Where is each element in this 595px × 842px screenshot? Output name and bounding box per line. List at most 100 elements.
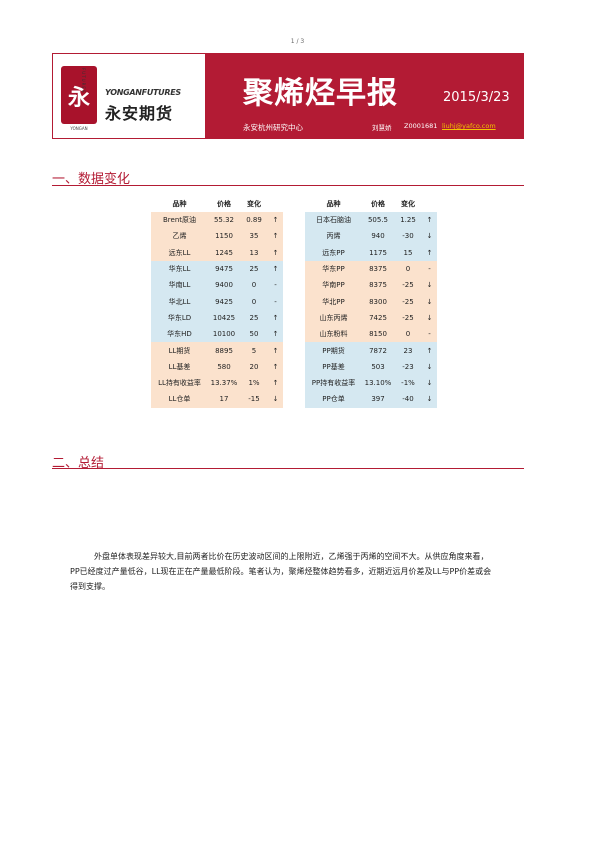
logo-seal-icon: 永 bbox=[61, 66, 97, 124]
change-value: -25 bbox=[394, 309, 422, 327]
table-row: 华东LD 10425 25 ↑ bbox=[151, 309, 283, 327]
change-value: 0.89 bbox=[240, 212, 268, 229]
header-arrow bbox=[268, 196, 283, 212]
table-row: Brent原油 55.32 0.89 ↑ bbox=[151, 212, 283, 229]
logo-seal-glyph: 永 bbox=[67, 85, 90, 111]
commodity-name: 日本石脑油 bbox=[305, 212, 362, 229]
logo-seal-bottom-text: YONGAN bbox=[70, 126, 88, 131]
price-value: 8375 bbox=[362, 260, 394, 278]
change-value: 25 bbox=[240, 309, 268, 327]
change-arrow-icon: - bbox=[422, 326, 437, 343]
table-row: LL仓单 17 -15 ↓ bbox=[151, 391, 283, 408]
page-number: 1 / 3 bbox=[290, 38, 305, 45]
price-value: 503 bbox=[362, 358, 394, 375]
change-arrow-icon: ↑ bbox=[268, 342, 283, 359]
change-arrow-icon: ↑ bbox=[268, 358, 283, 375]
price-value: 55.32 bbox=[208, 212, 240, 229]
change-value: -15 bbox=[240, 391, 268, 408]
left-data-table: 品种 价格 变化 Brent原油 55.32 0.89 ↑ 乙烯 1150 35 ↑ 远东LL 1… bbox=[151, 196, 283, 408]
change-arrow-icon: ↑ bbox=[268, 228, 283, 245]
table-row: 华南LL 9400 0- bbox=[151, 277, 283, 294]
author-id: Z0001681 bbox=[404, 122, 438, 130]
table-body: Brent原油 55.32 0.89 ↑ 乙烯 1150 35 ↑ 远东LL 1245 13 ↑ 华东L… bbox=[151, 212, 283, 408]
change-value: 0 bbox=[240, 277, 268, 294]
logo-seal-top-text: FUTURES bbox=[81, 68, 86, 94]
commodity-name: PP期货 bbox=[305, 342, 362, 359]
table-row: PP期货 7872 23 ↑ bbox=[305, 342, 437, 359]
commodity-name: 华东LL bbox=[151, 260, 208, 278]
change-value: 0 bbox=[394, 260, 422, 278]
summary-paragraph: 外盘单体表现差异较大,目前两者比价在历史波动区间的上限附近，乙烯强于丙烯的空间不… bbox=[70, 552, 492, 591]
table-row: 华北PP 8300 -25 ↓ bbox=[305, 293, 437, 310]
table-row: 华南PP 8375 -25 ↓ bbox=[305, 277, 437, 294]
commodity-name: LL期货 bbox=[151, 342, 208, 359]
commodity-name: PP仓单 bbox=[305, 391, 362, 408]
change-value: -40 bbox=[394, 391, 422, 408]
change-value: -23 bbox=[394, 358, 422, 375]
commodity-name: 华南LL bbox=[151, 277, 208, 294]
price-value: 397 bbox=[362, 391, 394, 408]
change-arrow-icon: ↓ bbox=[422, 309, 437, 327]
table-body: 日本石脑油 505.5 1.25 ↑ 丙烯 940 -30 ↓ 远东PP 1175 15 ↑ 华东PP 8… bbox=[305, 212, 437, 408]
header-name: 品种 bbox=[305, 196, 362, 212]
change-arrow-icon: ↑ bbox=[268, 260, 283, 278]
change-value: 0 bbox=[240, 293, 268, 310]
commodity-name: 华东HD bbox=[151, 326, 208, 343]
change-value: 1.25 bbox=[394, 212, 422, 229]
price-value: 17 bbox=[208, 391, 240, 408]
table-row: 丙烯 940 -30 ↓ bbox=[305, 228, 437, 245]
commodity-name: 华北PP bbox=[305, 293, 362, 310]
change-value: 20 bbox=[240, 358, 268, 375]
change-arrow-icon: ↑ bbox=[422, 342, 437, 359]
price-value: 9400 bbox=[208, 277, 240, 294]
header-price: 价格 bbox=[362, 196, 394, 212]
commodity-name: 乙烯 bbox=[151, 228, 208, 245]
commodity-name: LL基差 bbox=[151, 358, 208, 375]
change-arrow-icon: ↓ bbox=[422, 293, 437, 310]
author-email-link[interactable]: liuhj@yafco.com bbox=[442, 122, 496, 130]
change-value: -30 bbox=[394, 228, 422, 245]
report-title: 聚烯烃早报 bbox=[243, 76, 398, 111]
commodity-name: 华北LL bbox=[151, 293, 208, 310]
table-row: LL基差 580 20 ↑ bbox=[151, 358, 283, 375]
change-arrow-icon: ↑ bbox=[268, 309, 283, 327]
logo-english-name: YONGANFUTURES bbox=[105, 88, 181, 97]
change-arrow-icon: ↓ bbox=[422, 391, 437, 408]
section-title-summary: 二、总结 bbox=[52, 456, 105, 471]
table-header-row: 品种 价格 变化 bbox=[305, 196, 437, 212]
change-arrow-icon: - bbox=[268, 293, 283, 310]
change-value: -25 bbox=[394, 277, 422, 294]
price-value: 8300 bbox=[362, 293, 394, 310]
table-row: 山东粉料 8150 0- bbox=[305, 326, 437, 343]
table-row: 华北LL 9425 0- bbox=[151, 293, 283, 310]
price-value: 8375 bbox=[362, 277, 394, 294]
header-name: 品种 bbox=[151, 196, 208, 212]
table-row: 华东PP 8375 0- bbox=[305, 260, 437, 278]
change-arrow-icon: ↑ bbox=[268, 244, 283, 261]
change-value: 50 bbox=[240, 326, 268, 343]
change-arrow-icon: ↑ bbox=[268, 212, 283, 229]
table-row: 日本石脑油 505.5 1.25 ↑ bbox=[305, 212, 437, 229]
change-arrow-icon: ↓ bbox=[268, 391, 283, 408]
commodity-name: PP持有收益率 bbox=[305, 374, 362, 392]
table-row: 远东PP 1175 15 ↑ bbox=[305, 244, 437, 261]
change-value: -25 bbox=[394, 293, 422, 310]
table-row: 山东丙烯 7425 -25 ↓ bbox=[305, 309, 437, 327]
commodity-name: PP基差 bbox=[305, 358, 362, 375]
change-arrow-icon: ↑ bbox=[422, 212, 437, 229]
department-name: 永安杭州研究中心 bbox=[243, 123, 303, 132]
table-row: 华东HD 10100 50 ↑ bbox=[151, 326, 283, 343]
change-value: 13 bbox=[240, 244, 268, 261]
commodity-name: 远东LL bbox=[151, 244, 208, 261]
section-divider bbox=[52, 185, 524, 186]
price-value: 9425 bbox=[208, 293, 240, 310]
change-value: 1% bbox=[240, 374, 268, 392]
price-value: 8895 bbox=[208, 342, 240, 359]
header-change: 变化 bbox=[240, 196, 268, 212]
section-title-data: 一、数据变化 bbox=[52, 172, 131, 187]
change-arrow-icon: - bbox=[422, 260, 437, 278]
price-value: 7425 bbox=[362, 309, 394, 327]
change-value: 23 bbox=[394, 342, 422, 359]
report-date: 2015/3/23 bbox=[443, 90, 510, 105]
table-row: LL期货 8895 5 ↑ bbox=[151, 342, 283, 359]
